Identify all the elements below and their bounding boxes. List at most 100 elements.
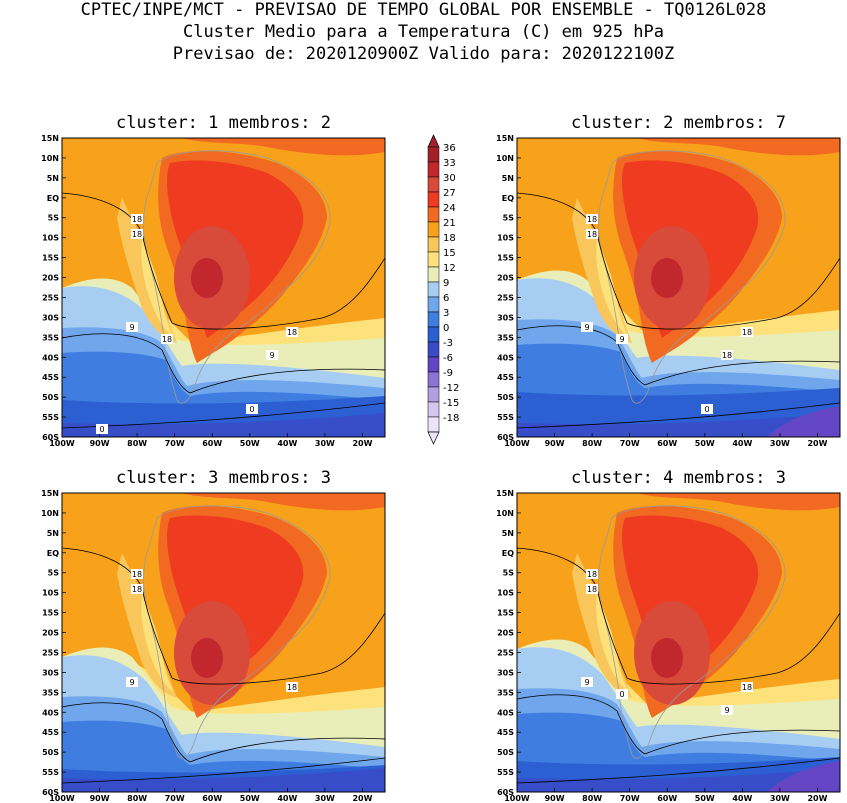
lat-tick-label: 45S <box>497 728 514 737</box>
colorbar-tick-label: 18 <box>443 233 456 244</box>
lat-tick-label: 60S <box>42 788 59 797</box>
lon-tick-label: 70W <box>620 439 640 448</box>
lat-tick-label: 5N <box>502 529 514 538</box>
contour-label: 9 <box>581 322 593 332</box>
svg-text:18: 18 <box>132 585 142 594</box>
lat-tick-label: 10N <box>496 154 514 163</box>
lon-tick-label: 20W <box>807 794 827 803</box>
contour-label: 18 <box>286 327 298 337</box>
lon-tick-label: 20W <box>807 439 827 448</box>
lat-tick-label: 25S <box>497 648 514 657</box>
contour-label: 18 <box>586 214 598 224</box>
lat-tick-label: 15S <box>42 609 59 618</box>
lat-tick-label: 10N <box>41 154 59 163</box>
contour-label: 18 <box>161 334 173 344</box>
lat-tick-label: 5S <box>48 569 60 578</box>
lon-tick-label: 70W <box>165 439 185 448</box>
lat-tick-label: 45S <box>497 373 514 382</box>
lon-tick-label: 70W <box>165 794 185 803</box>
panel-3-title: cluster: 3 membros: 3 <box>116 468 331 488</box>
contour-label: 9 <box>126 677 138 687</box>
svg-text:18: 18 <box>132 230 142 239</box>
lat-tick-label: 25S <box>42 648 59 657</box>
lat-tick-label: 5S <box>48 214 60 223</box>
colorbar-tick-label: 12 <box>443 263 456 274</box>
lat-tick-label: 20S <box>497 629 514 638</box>
svg-text:9: 9 <box>619 335 624 344</box>
colorbar-tick-label: 15 <box>443 248 456 259</box>
contour-label: 0 <box>246 404 258 414</box>
lat-tick-label: 15N <box>41 134 59 143</box>
svg-text:18: 18 <box>287 328 297 337</box>
contour-label: 18 <box>586 584 598 594</box>
header-title-line-2: Cluster Medio para a Temperatura (C) em … <box>182 22 665 42</box>
lon-tick-label: 60W <box>202 794 222 803</box>
lat-tick-label: 30S <box>497 668 514 677</box>
colorbar-tick-label: -18 <box>443 413 459 424</box>
lat-tick-label: 10S <box>497 589 514 598</box>
lon-tick-label: 100W <box>49 439 75 448</box>
svg-text:18: 18 <box>587 570 597 579</box>
lon-tick-label: 80W <box>582 439 602 448</box>
lon-tick-label: 90W <box>545 794 565 803</box>
panel-1-map: 15N 10N 5N EQ 5S 10S 15S 20S 25S 30S 35S 40S 45S 50S 5… <box>41 134 386 448</box>
svg-text:18: 18 <box>722 351 732 360</box>
lat-tick-label: EQ <box>47 549 59 558</box>
lat-tick-label: 5S <box>503 569 515 578</box>
lat-tick-label: 55S <box>42 768 59 777</box>
lat-tick-label: 35S <box>42 333 59 342</box>
lat-tick-label: 10S <box>497 234 514 243</box>
svg-text:9: 9 <box>129 323 134 332</box>
contour-label: 18 <box>131 584 143 594</box>
lat-tick-label: 10N <box>41 509 59 518</box>
lat-tick-label: 55S <box>42 413 59 422</box>
svg-text:9: 9 <box>584 323 589 332</box>
contour-label: 0 <box>701 404 713 414</box>
lon-tick-label: 30W <box>770 439 790 448</box>
svg-text:18: 18 <box>162 335 172 344</box>
lat-tick-label: 40S <box>497 708 514 717</box>
contour-label: 9 <box>616 334 628 344</box>
contour-label: 18 <box>586 569 598 579</box>
lat-tick-label: 45S <box>42 373 59 382</box>
contour-label: 9 <box>581 677 593 687</box>
colorbar-tick-label: 0 <box>443 323 449 334</box>
svg-text:18: 18 <box>132 570 142 579</box>
contour-label: 0 <box>616 689 628 699</box>
colorbar-tick-label: -12 <box>443 383 459 394</box>
contour-label: 9 <box>266 350 278 360</box>
lat-tick-label: 15N <box>496 489 514 498</box>
contour-label: 9 <box>721 705 733 715</box>
lon-tick-label: 50W <box>695 439 715 448</box>
svg-text:9: 9 <box>584 678 589 687</box>
svg-text:18: 18 <box>742 683 752 692</box>
lat-tick-label: 35S <box>42 688 59 697</box>
colorbar-tick-label: 6 <box>443 293 449 304</box>
panel-1-title: cluster: 1 membros: 2 <box>116 113 331 133</box>
contour-label: 9 <box>126 322 138 332</box>
lat-tick-label: 5S <box>503 214 515 223</box>
lat-tick-label: 15S <box>497 609 514 618</box>
lat-tick-label: 20S <box>42 274 59 283</box>
colorbar-tick-label: 30 <box>443 173 456 184</box>
lon-tick-label: 50W <box>240 794 260 803</box>
contour-label: 18 <box>741 682 753 692</box>
lat-tick-label: 60S <box>497 788 514 797</box>
lat-tick-label: 20S <box>42 629 59 638</box>
lat-tick-label: 15S <box>42 254 59 263</box>
lon-tick-label: 60W <box>657 794 677 803</box>
lat-tick-label: 60S <box>42 433 59 442</box>
contour-label: 18 <box>741 327 753 337</box>
lat-tick-label: 35S <box>497 333 514 342</box>
lat-tick-label: 60S <box>497 433 514 442</box>
contour-label: 18 <box>131 229 143 239</box>
header-title-line-1: CPTEC/INPE/MCT - PREVISAO DE TEMPO GLOBA… <box>80 0 767 20</box>
lat-tick-label: 15N <box>496 134 514 143</box>
svg-text:18: 18 <box>742 328 752 337</box>
svg-text:18: 18 <box>587 215 597 224</box>
panel-2-map: 15N 10N 5N EQ 5S 10S 15S 20S 25S 30S 35S 40S 45S 50S 5… <box>496 134 841 448</box>
lat-tick-label: EQ <box>502 549 514 558</box>
lon-tick-label: 90W <box>545 439 565 448</box>
lat-tick-label: EQ <box>502 194 514 203</box>
